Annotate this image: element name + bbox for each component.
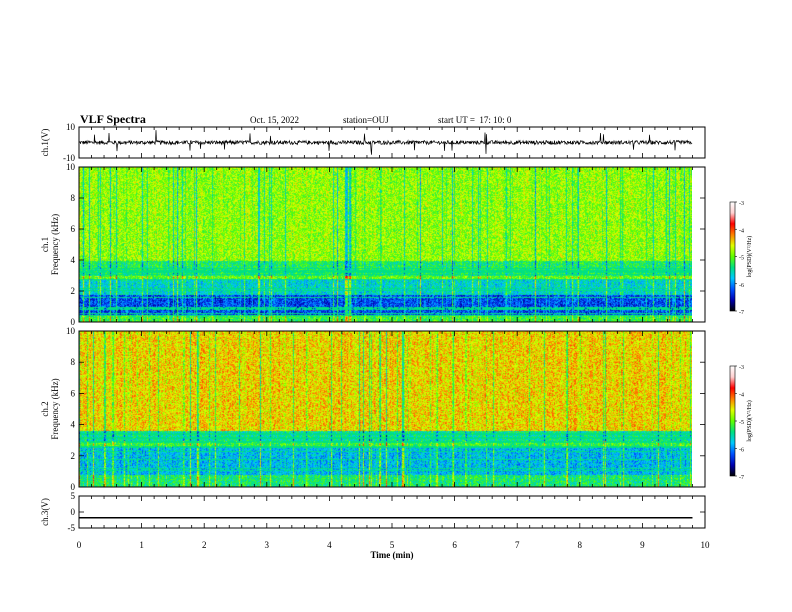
y-tick-label: 0 (71, 317, 76, 327)
y-tick-label: 0 (71, 482, 76, 492)
x-axis-label: Time (min) (370, 550, 413, 560)
ch1-spectrogram-ylabel: Frequency (kHz) (50, 214, 60, 275)
colorbar-tick-label: -5 (739, 420, 744, 426)
y-tick-label: 10 (66, 122, 76, 132)
date-label: Oct. 15, 2022 (250, 115, 299, 125)
colorbar-tick-label: -6 (739, 448, 744, 454)
y-tick-label: 10 (66, 326, 76, 336)
x-tick-label: 1 (139, 540, 144, 550)
y-tick-label: -5 (68, 523, 76, 533)
colorbar-tick-label: -6 (739, 283, 744, 289)
ch2-spectrogram-colorbar-label: log(PSD)(V²/Hz) (746, 400, 753, 441)
y-tick-label: 10 (66, 162, 76, 172)
y-tick-label: 2 (71, 451, 76, 461)
colorbar-tick-label: -3 (739, 365, 744, 371)
ch2-spectrogram-colorbar (729, 365, 736, 477)
x-tick-label: 7 (515, 540, 520, 550)
y-tick-label: 8 (71, 193, 76, 203)
station-label: station=OUJ (343, 115, 389, 125)
ch1-spectrogram-colorbar (729, 201, 736, 312)
y-tick-label: 8 (71, 357, 76, 367)
x-tick-label: 5 (390, 540, 395, 550)
y-tick-label: 5 (71, 491, 76, 501)
y-tick-label: 6 (71, 388, 76, 398)
y-tick-label: -10 (63, 153, 75, 163)
ch1-spectrogram-image (79, 167, 692, 322)
ch2-spectrogram-image (79, 331, 692, 487)
x-tick-label: 10 (701, 540, 711, 550)
ch3-waveform-frame (78, 495, 706, 529)
x-tick-label: 4 (327, 540, 332, 550)
ch1-waveform-ylabel: ch.1(V) (40, 129, 50, 157)
ch2-spectrogram-ylabel: ch.2 (40, 401, 50, 416)
y-tick-label: 0 (71, 507, 76, 517)
x-tick-label: 9 (640, 540, 645, 550)
x-tick-label: 0 (77, 540, 82, 550)
x-tick-label: 2 (202, 540, 207, 550)
chart-title: VLF Spectra (80, 112, 146, 126)
colorbar-tick-label: -7 (739, 310, 744, 316)
ch3-waveform-ylabel: ch.3(V) (40, 498, 50, 526)
colorbar-tick-label: -4 (739, 228, 744, 234)
ch2-spectrogram-ylabel: Frequency (kHz) (50, 378, 60, 439)
y-tick-label: 2 (71, 286, 76, 296)
y-tick-label: 4 (71, 255, 76, 265)
y-tick-label: 6 (71, 224, 76, 234)
colorbar-tick-label: -5 (739, 256, 744, 262)
colorbar-tick-label: -7 (739, 475, 744, 481)
x-tick-label: 8 (578, 540, 583, 550)
x-tick-label: 3 (265, 540, 270, 550)
colorbar-tick-label: -3 (739, 201, 744, 207)
ch1-waveform-trace (78, 130, 693, 155)
ch1-spectrogram-ylabel: ch.1 (40, 237, 50, 252)
ch1-spectrogram-colorbar-label: log(PSD)(V²/Hz) (746, 236, 753, 277)
colorbar-tick-label: -4 (739, 393, 744, 399)
start-time-label: start UT = 17: 10: 0 (438, 115, 512, 125)
y-tick-label: 4 (71, 420, 76, 430)
x-tick-label: 6 (452, 540, 457, 550)
